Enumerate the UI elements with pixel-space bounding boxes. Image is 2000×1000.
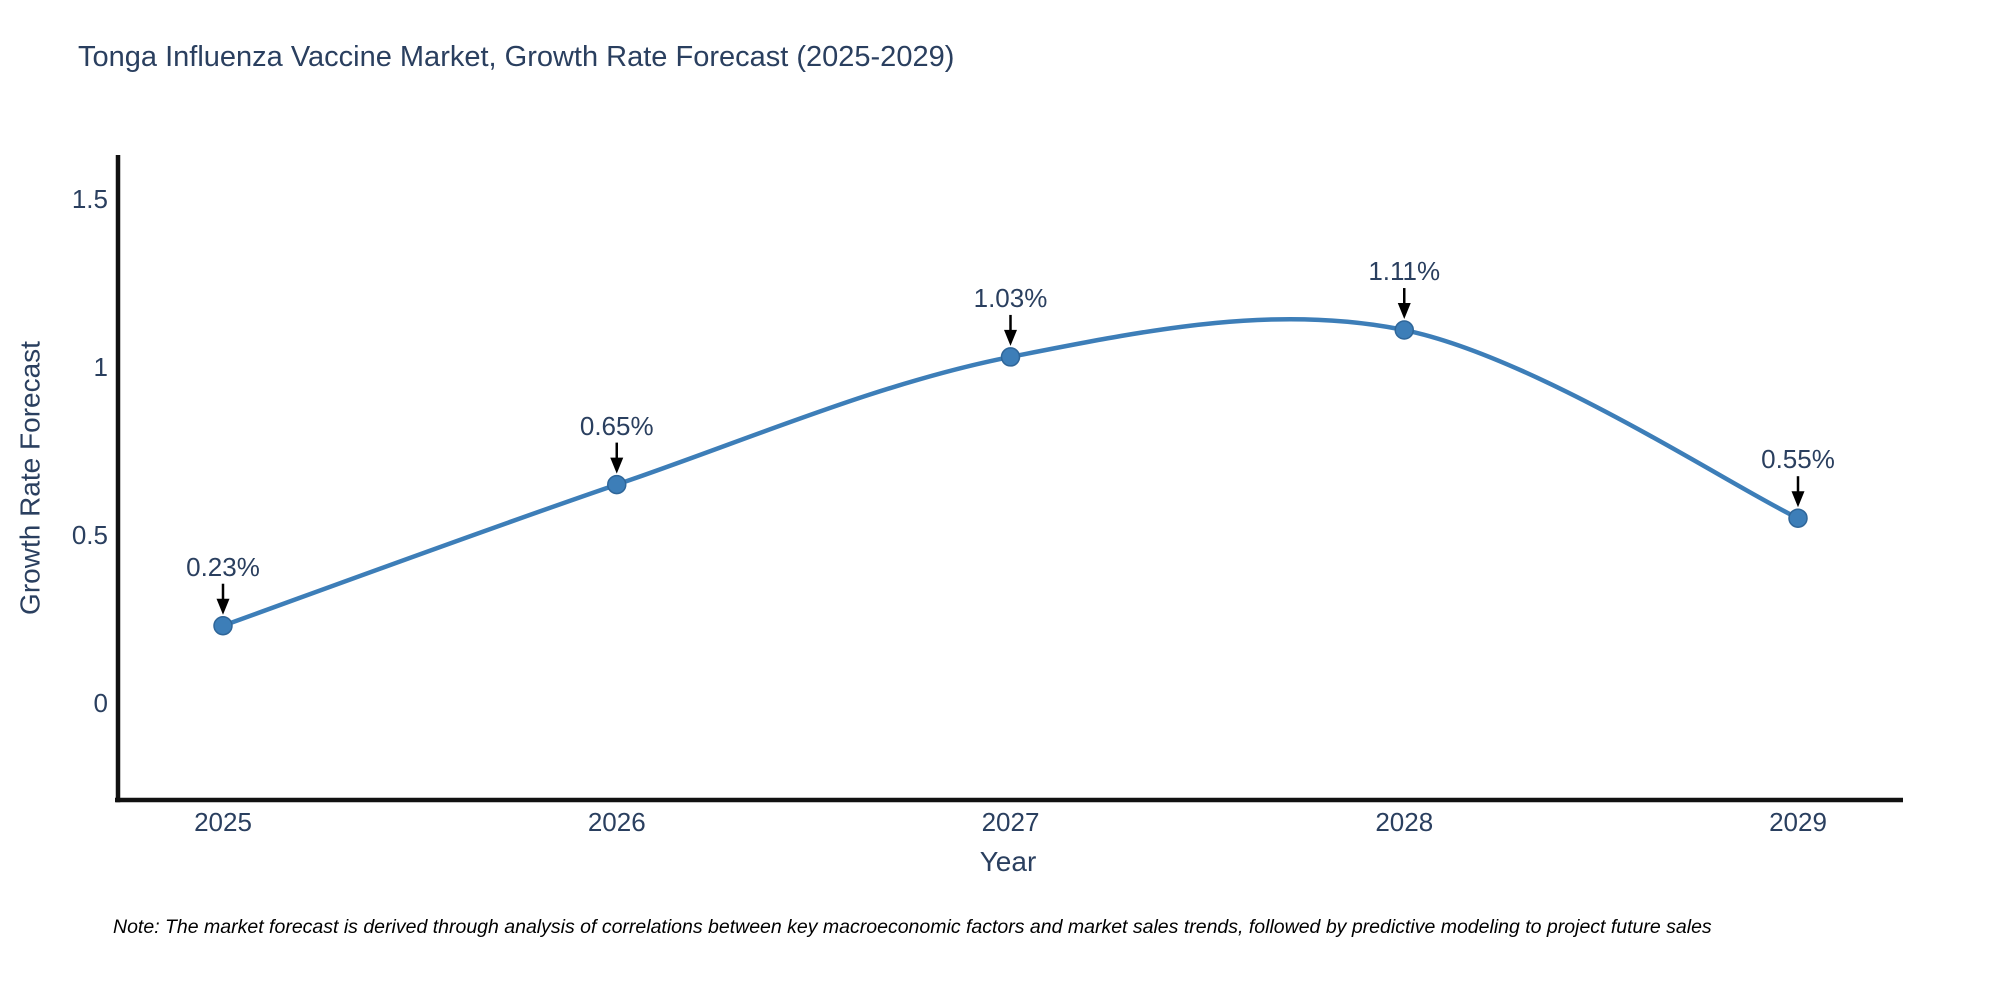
annotation-label: 0.65% [579,410,654,441]
annotation-arrow-head [1004,329,1017,346]
data-point-marker [607,474,627,495]
annotation-arrow-head [1397,303,1411,320]
data-point-marker [1788,508,1808,528]
x-tick-label: 2028 [1375,807,1434,837]
y-tick-label: 1.5 [71,184,108,214]
annotation-label: 1.11% [1368,256,1441,287]
annotation-arrow-head [1791,491,1805,508]
x-tick-label: 2027 [981,807,1040,837]
y-tick-label: 1 [93,352,108,382]
y-tick-label: 0.5 [71,520,108,550]
annotation-arrow-head [216,598,230,615]
chart-footnote: Note: The market forecast is derived thr… [113,916,1712,938]
data-point-marker [1394,320,1414,340]
x-tick-label: 2025 [194,807,252,837]
data-point-marker [1000,347,1021,367]
annotation-label: 1.03% [973,282,1048,313]
x-axis-title: Year [979,846,1037,877]
x-tick-label: 2026 [587,807,646,837]
x-tick-label: 2029 [1769,807,1827,837]
annotation-arrow-head [610,457,624,474]
y-tick-label: 0 [93,688,108,718]
annotation-label: 0.23% [186,551,260,582]
chart-title: Tonga Influenza Vaccine Market, Growth R… [78,41,955,73]
annotation-label: 0.55% [1761,444,1835,475]
data-point-marker [213,615,233,636]
